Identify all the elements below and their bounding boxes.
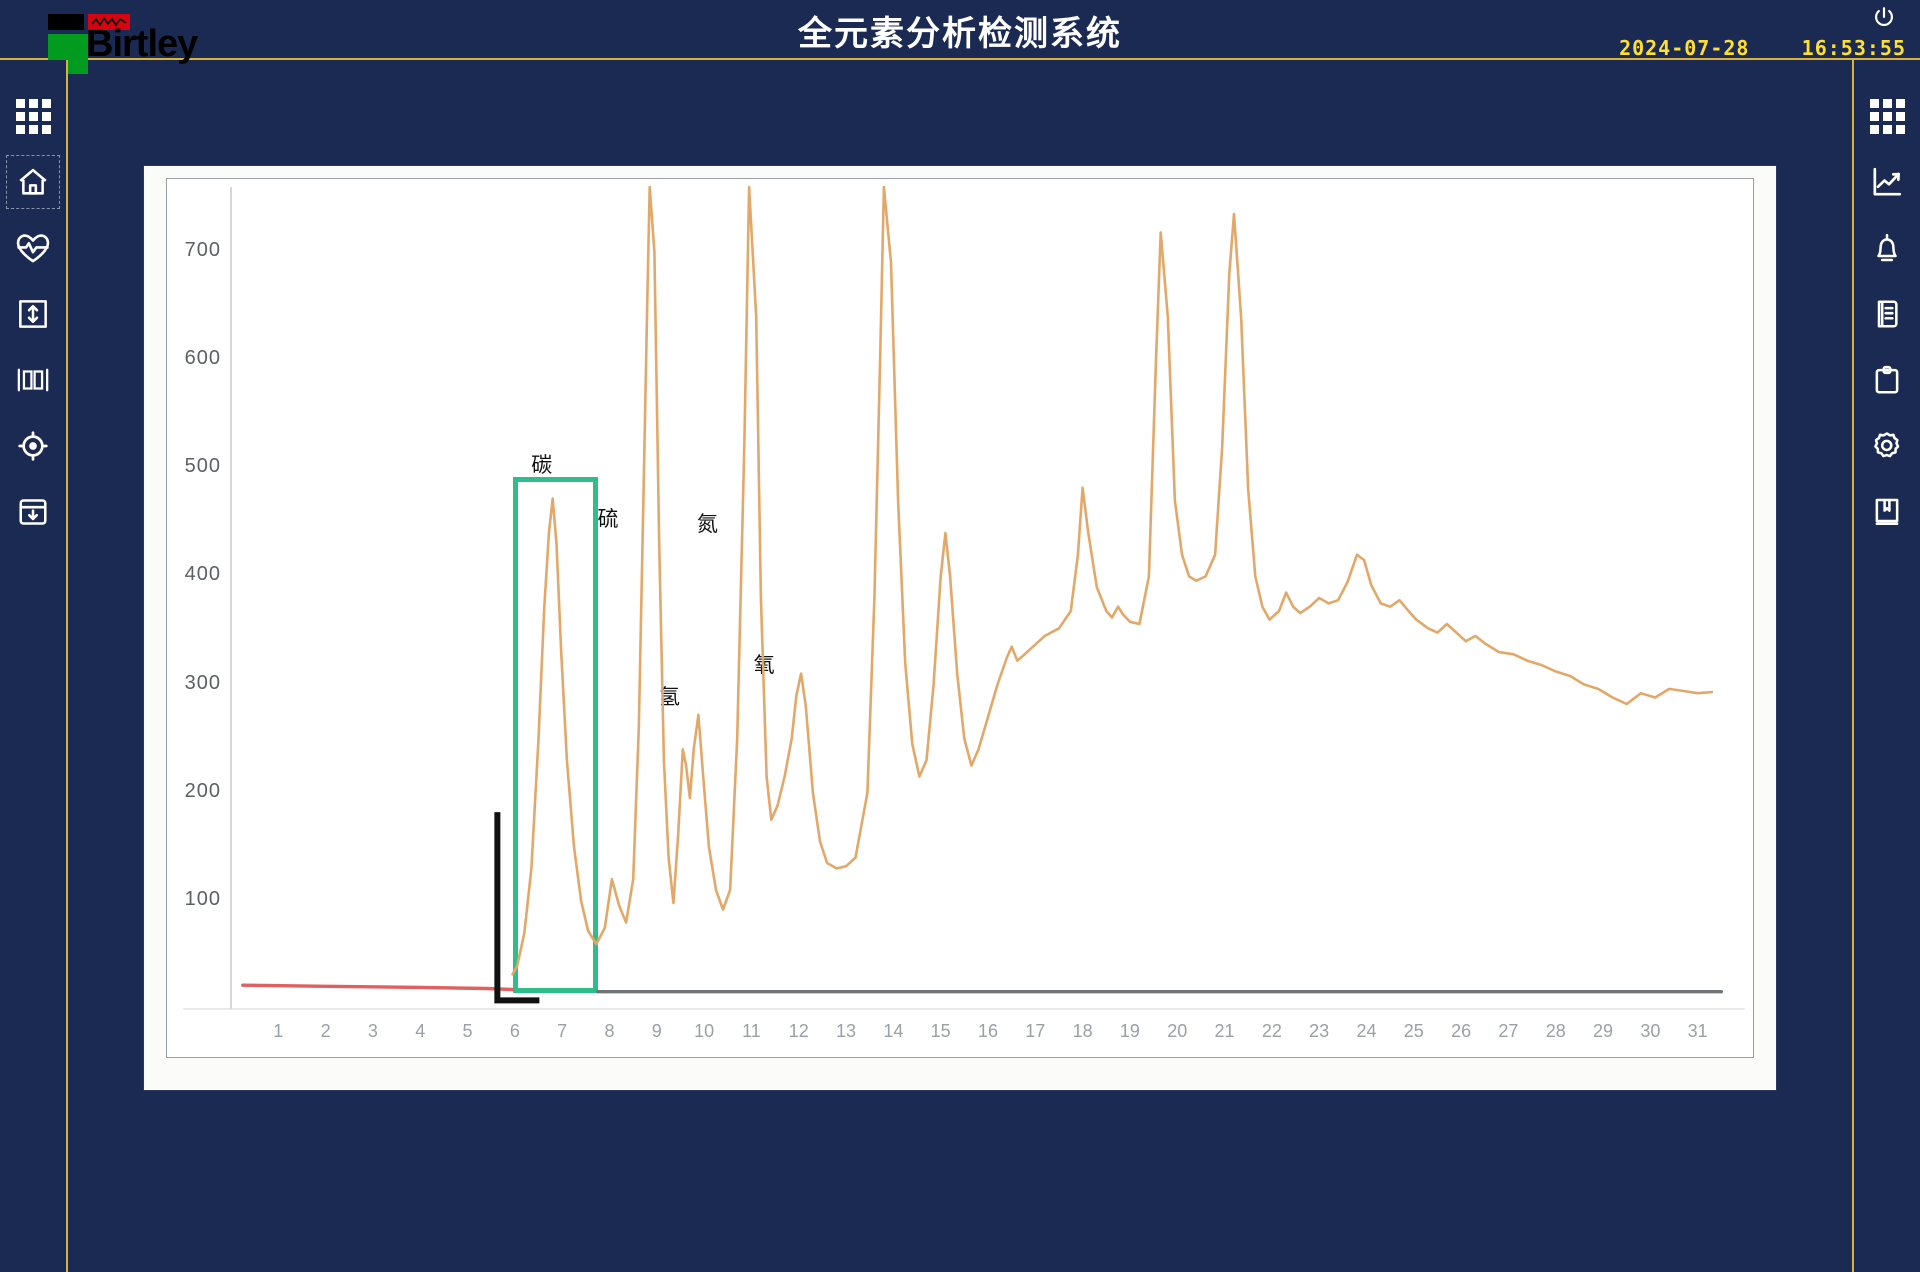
x-axis-tick: 10 bbox=[694, 1021, 715, 1041]
grid-menu-icon bbox=[1869, 98, 1905, 134]
book-bookmark-icon bbox=[1875, 498, 1899, 525]
sidebar-item-trend-chart[interactable] bbox=[1859, 154, 1915, 210]
sidebar-item-home[interactable] bbox=[5, 154, 61, 210]
x-axis-tick: 25 bbox=[1403, 1021, 1424, 1041]
x-axis-tick: 19 bbox=[1119, 1021, 1140, 1041]
sidebar-item-grid-menu[interactable] bbox=[5, 88, 61, 144]
date-text: 2024-07-28 bbox=[1619, 36, 1750, 60]
datetime-display: 2024-07-28 16:53:55 bbox=[1619, 36, 1906, 60]
peak-label-carbon: 碳 bbox=[531, 452, 553, 477]
sidebar-item-alarms[interactable] bbox=[1859, 220, 1915, 276]
brand-name: Birtley bbox=[86, 23, 198, 65]
home-icon bbox=[19, 168, 47, 195]
sidebar-item-vitals[interactable] bbox=[5, 220, 61, 276]
x-axis-tick: 4 bbox=[415, 1021, 426, 1041]
x-axis-tick: 1 bbox=[273, 1021, 284, 1041]
x-axis-tick: 2 bbox=[320, 1021, 331, 1041]
y-axis-tick: 100 bbox=[184, 887, 221, 910]
x-axis-tick: 22 bbox=[1261, 1021, 1282, 1041]
x-axis-tick: 12 bbox=[788, 1021, 809, 1041]
peak-label-nitrogen: 氮 bbox=[696, 512, 718, 537]
y-axis-tick: 300 bbox=[184, 671, 221, 694]
x-axis-tick: 16 bbox=[977, 1021, 999, 1041]
x-axis-tick: 28 bbox=[1545, 1021, 1566, 1041]
x-axis-tick: 8 bbox=[604, 1021, 615, 1041]
x-axis-tick: 21 bbox=[1214, 1021, 1235, 1041]
series-spectrum bbox=[511, 185, 1714, 976]
logo-zigzag-icon bbox=[91, 16, 127, 27]
sidebar-item-gauge[interactable] bbox=[5, 352, 61, 408]
measure-bracket[interactable] bbox=[494, 812, 540, 1004]
clipboard-icon bbox=[1875, 365, 1899, 394]
target-icon bbox=[18, 431, 48, 461]
document-icon bbox=[1877, 300, 1898, 328]
x-axis-tick: 5 bbox=[462, 1021, 473, 1041]
x-axis-tick: 17 bbox=[1025, 1021, 1046, 1041]
app-header: Birtley 全元素分析检测系统 2024-07-28 16:53:55 bbox=[0, 0, 1920, 74]
x-axis-tick: 14 bbox=[883, 1021, 904, 1041]
y-axis-tick: 400 bbox=[184, 563, 221, 586]
x-axis-tick: 26 bbox=[1451, 1021, 1472, 1041]
peak-label-hydrogen: 氢 bbox=[659, 685, 680, 710]
x-axis-tick: 3 bbox=[367, 1021, 378, 1041]
save-download-icon bbox=[19, 499, 47, 525]
y-axis-tick: 500 bbox=[184, 455, 221, 478]
logo-red-waveform-icon bbox=[88, 14, 130, 30]
time-text: 16:53:55 bbox=[1801, 36, 1906, 60]
x-axis-tick: 7 bbox=[557, 1021, 568, 1041]
resize-vertical-icon bbox=[19, 300, 47, 328]
line-chart-icon bbox=[1873, 167, 1902, 196]
y-axis-tick: 700 bbox=[184, 238, 221, 261]
x-axis-tick: 29 bbox=[1593, 1021, 1614, 1041]
x-axis-tick: 27 bbox=[1498, 1021, 1519, 1041]
y-axis-tick: 600 bbox=[184, 347, 221, 370]
carbon-selection-box[interactable] bbox=[512, 476, 598, 993]
sidebar-item-settings[interactable] bbox=[1859, 418, 1915, 474]
x-axis-tick: 30 bbox=[1640, 1021, 1661, 1041]
sidebar-item-tasks[interactable] bbox=[1859, 352, 1915, 408]
sidebar-item-target[interactable] bbox=[5, 418, 61, 474]
x-axis-tick: 13 bbox=[836, 1021, 857, 1041]
right-sidebar bbox=[1852, 60, 1920, 1272]
peak-label-sulfur: 硫 bbox=[597, 506, 619, 531]
gear-icon bbox=[1874, 432, 1900, 458]
sidebar-item-resize[interactable] bbox=[5, 286, 61, 342]
bar-gauge-icon bbox=[17, 368, 49, 392]
x-axis-tick: 15 bbox=[930, 1021, 951, 1041]
grid-menu-icon bbox=[15, 98, 51, 134]
bell-icon bbox=[1877, 233, 1897, 262]
left-sidebar bbox=[0, 60, 68, 1272]
x-axis-tick: 31 bbox=[1687, 1021, 1708, 1041]
logo-black-bar-icon bbox=[48, 14, 84, 30]
x-axis-tick: 23 bbox=[1309, 1021, 1330, 1041]
page-title: 全元素分析检测系统 bbox=[798, 13, 1122, 54]
x-axis-tick: 24 bbox=[1356, 1021, 1377, 1041]
x-axis-tick: 6 bbox=[509, 1021, 520, 1041]
x-axis-tick: 9 bbox=[651, 1021, 662, 1041]
spectrum-plot-svg bbox=[183, 185, 1745, 1010]
sidebar-item-reports[interactable] bbox=[1859, 286, 1915, 342]
x-axis-tick: 18 bbox=[1072, 1021, 1093, 1041]
sidebar-item-manual[interactable] bbox=[1859, 484, 1915, 540]
heart-pulse-icon bbox=[16, 234, 50, 263]
x-axis-tick: 20 bbox=[1167, 1021, 1188, 1041]
power-icon[interactable] bbox=[1870, 4, 1898, 32]
chart-panel: 100 200 300 400 500 600 700 1 2 3 4 5 6 7 8 9 10 11 12 13 1… bbox=[144, 166, 1776, 1090]
x-axis-tick: 11 bbox=[742, 1021, 761, 1041]
series-baseline-red bbox=[241, 983, 515, 992]
sidebar-item-save[interactable] bbox=[5, 484, 61, 540]
sidebar-item-grid-menu-right[interactable] bbox=[1859, 88, 1915, 144]
power-glyph bbox=[1875, 7, 1893, 26]
y-axis-tick: 200 bbox=[184, 779, 221, 802]
plot-area[interactable]: 100 200 300 400 500 600 700 1 2 3 4 5 6 7 8 9 10 11 12 13 1… bbox=[166, 178, 1754, 1058]
